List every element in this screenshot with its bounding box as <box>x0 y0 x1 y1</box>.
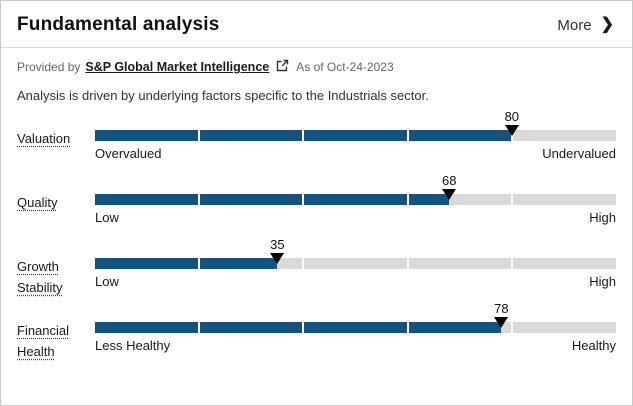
metric-label-quality[interactable]: Quality <box>17 195 58 210</box>
bar-endpoints: Low High <box>95 210 616 225</box>
metric-label-valuation[interactable]: Valuation <box>17 131 71 146</box>
bar-segment-dividers <box>95 322 616 333</box>
valuation-score-bar: 80 Overvalued Undervalued <box>95 109 616 173</box>
provided-by-label: Provided by <box>17 60 81 74</box>
endpoint-left-label: Less Healthy <box>95 338 171 353</box>
card-header: Fundamental analysis More ❯ <box>1 1 632 48</box>
bar-segment-dividers <box>95 194 616 205</box>
bar-endpoints: Low High <box>95 274 616 289</box>
metric-label-financial-health[interactable]: Financial Health <box>17 323 70 359</box>
endpoint-left-label: Low <box>95 274 119 289</box>
marker-triangle-icon <box>494 317 509 328</box>
bar-segment-dividers <box>95 130 616 141</box>
page-title: Fundamental analysis <box>17 14 220 35</box>
provider-link[interactable]: S&P Global Market Intelligence <box>85 60 270 74</box>
metric-row-growth-stability: Growth Stability 35 Low High <box>17 237 616 301</box>
bar-fill <box>95 258 278 269</box>
bar-track <box>95 130 616 141</box>
bar-fill <box>95 322 502 333</box>
endpoint-right-label: High <box>589 210 616 225</box>
bar-endpoints: Overvalued Undervalued <box>95 146 616 161</box>
bar-track <box>95 194 616 205</box>
marker-triangle-icon <box>504 125 519 136</box>
marker-triangle-icon <box>442 189 457 200</box>
score-value: 35 <box>270 237 285 252</box>
endpoint-left-label: Low <box>95 210 119 225</box>
bar-fill <box>95 194 450 205</box>
more-label: More <box>557 16 592 34</box>
metrics-list: Valuation 80 Overvalued Undervalued Qual… <box>1 107 632 365</box>
as-of-date: As of Oct-24-2023 <box>296 60 394 74</box>
bar-track <box>95 322 616 333</box>
quality-score-bar: 68 Low High <box>95 173 616 237</box>
bar-segment-dividers <box>95 258 616 269</box>
growth-stability-score-bar: 35 Low High <box>95 237 616 301</box>
bar-track <box>95 258 616 269</box>
metric-row-financial-health: Financial Health 78 Less Healthy Healthy <box>17 301 616 365</box>
external-link-icon[interactable] <box>276 59 289 75</box>
marker-triangle-icon <box>270 253 285 264</box>
analysis-description: Analysis is driven by underlying factors… <box>17 88 429 103</box>
metric-row-valuation: Valuation 80 Overvalued Undervalued <box>17 109 616 173</box>
metric-label-growth-stability[interactable]: Growth Stability <box>17 259 63 295</box>
endpoint-right-label: Healthy <box>571 338 616 353</box>
chevron-right-icon: ❯ <box>600 16 614 33</box>
more-button[interactable]: More ❯ <box>557 17 614 34</box>
score-value: 80 <box>504 109 520 124</box>
provider-attribution: Provided by S&P Global Market Intelligen… <box>1 48 632 75</box>
endpoint-left-label: Overvalued <box>95 146 162 161</box>
score-value: 78 <box>494 301 509 316</box>
bar-endpoints: Less Healthy Healthy <box>95 338 616 353</box>
endpoint-right-label: Undervalued <box>542 146 616 161</box>
score-value: 68 <box>442 173 457 188</box>
financial-health-score-bar: 78 Less Healthy Healthy <box>95 301 616 365</box>
endpoint-right-label: High <box>589 274 616 289</box>
metric-row-quality: Quality 68 Low High <box>17 173 616 237</box>
